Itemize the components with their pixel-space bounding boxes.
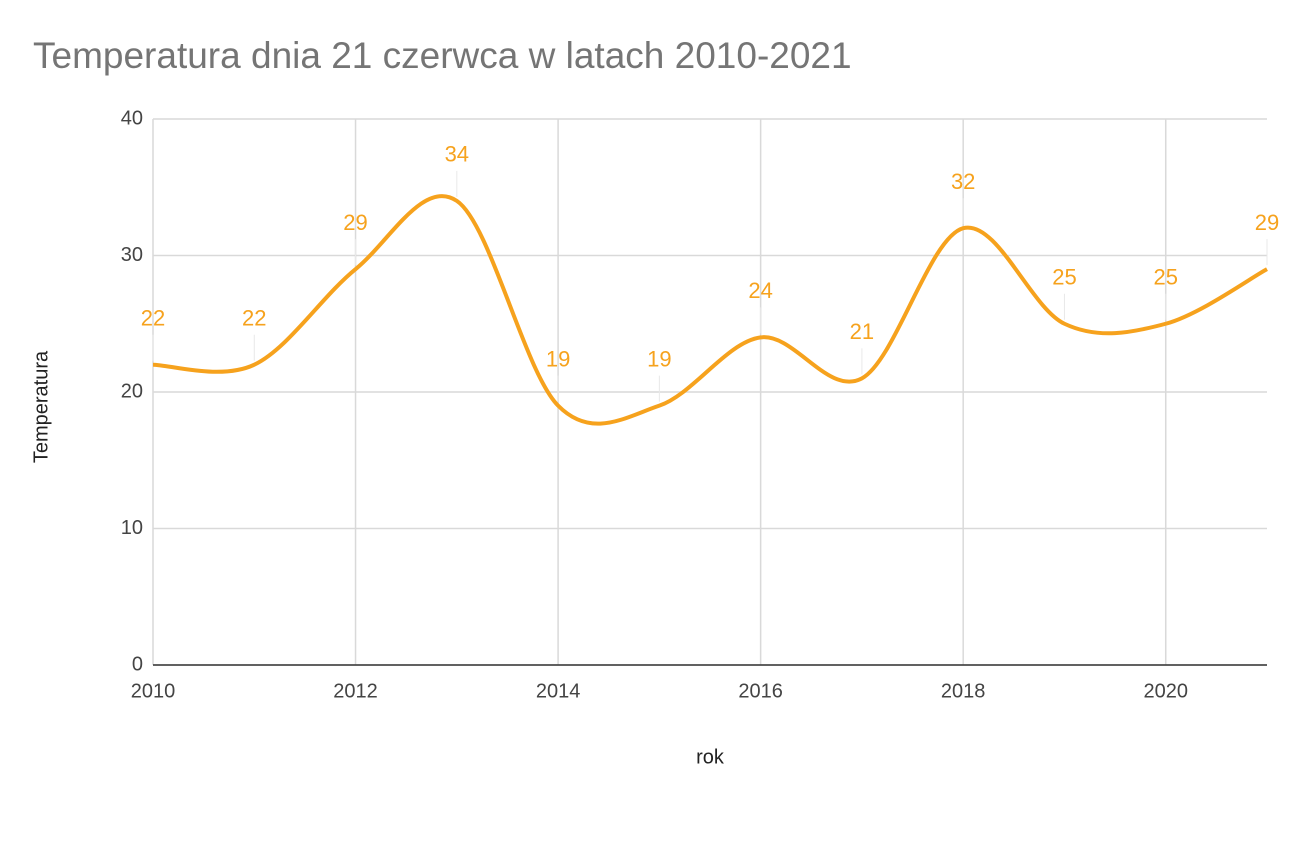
x-tick-label: 2020	[1143, 680, 1188, 702]
y-tick-label: 0	[132, 653, 143, 675]
data-label: 22	[141, 306, 165, 331]
data-label: 32	[951, 169, 975, 194]
data-label: 19	[647, 346, 671, 371]
x-tick-label: 2016	[738, 680, 783, 702]
chart-title: Temperatura dnia 21 czerwca w latach 201…	[33, 35, 852, 76]
data-label: 25	[1052, 265, 1076, 290]
x-tick-label: 2014	[536, 680, 581, 702]
y-tick-label: 20	[121, 380, 143, 402]
x-tick-label: 2018	[941, 680, 986, 702]
data-label: 24	[748, 278, 772, 303]
x-tick-label: 2010	[131, 680, 176, 702]
x-axis-title: rok	[696, 746, 725, 768]
y-tick-label: 10	[121, 517, 143, 539]
data-label: 22	[242, 306, 266, 331]
data-label: 29	[1255, 210, 1279, 235]
data-label: 25	[1153, 265, 1177, 290]
x-tick-label: 2012	[333, 680, 378, 702]
data-label: 29	[343, 210, 367, 235]
y-tick-label: 30	[121, 244, 143, 266]
y-tick-label: 40	[121, 107, 143, 129]
data-label: 19	[546, 346, 570, 371]
data-label: 34	[445, 142, 469, 167]
data-label: 21	[850, 319, 874, 344]
line	[152, 194, 1268, 426]
y-axis-title: Temperatura	[30, 350, 52, 463]
